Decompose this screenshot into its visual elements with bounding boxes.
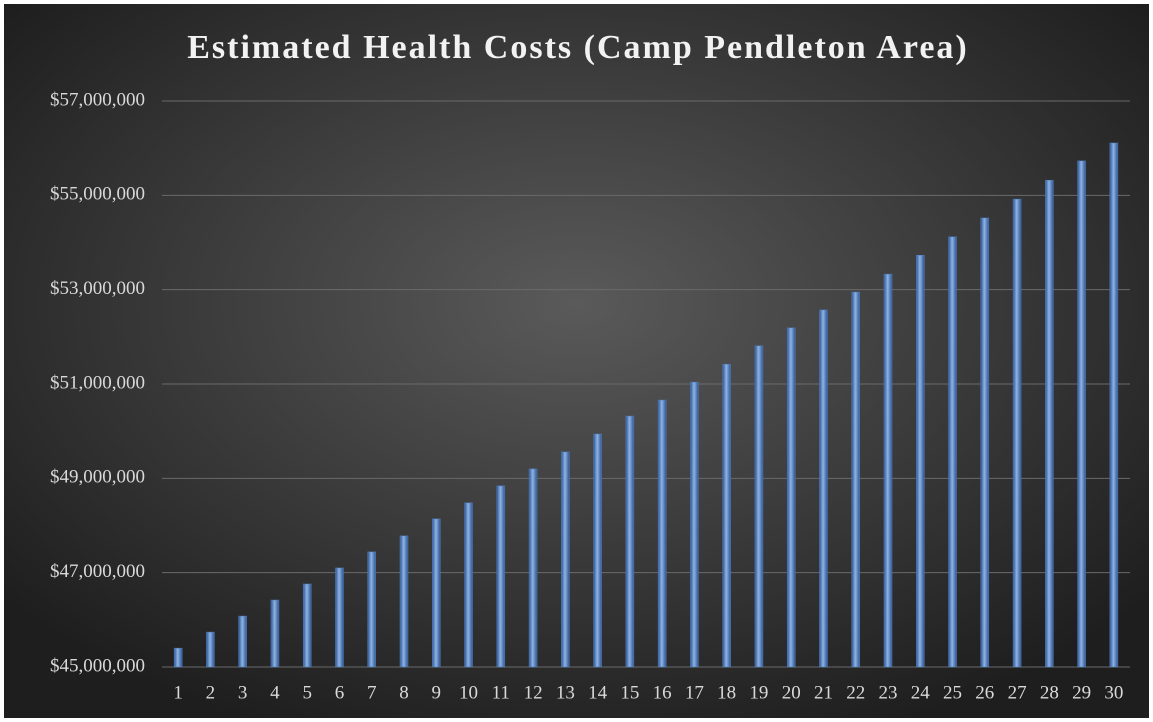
bar xyxy=(1045,179,1054,668)
y-tick-label: $49,000,000 xyxy=(50,467,145,488)
bar xyxy=(980,217,990,668)
x-tick-label: 23 xyxy=(879,682,898,703)
x-tick-label: 2 xyxy=(206,682,216,703)
y-tick-label: $47,000,000 xyxy=(50,561,145,582)
y-tick-label: $53,000,000 xyxy=(50,278,145,299)
x-tick-label: 15 xyxy=(620,682,639,703)
x-tick-label: 3 xyxy=(238,682,248,703)
bar xyxy=(722,363,731,668)
bar xyxy=(367,551,376,668)
y-tick-label: $55,000,000 xyxy=(50,184,145,205)
bar xyxy=(593,433,602,668)
bar xyxy=(335,567,344,668)
bar xyxy=(786,327,796,668)
x-tick-label: 10 xyxy=(459,682,478,703)
bar xyxy=(916,254,925,668)
x-tick-label: 21 xyxy=(814,682,833,703)
x-tick-label: 14 xyxy=(588,682,608,703)
x-tick-label: 4 xyxy=(270,682,280,703)
x-tick-label: 19 xyxy=(749,682,768,703)
x-tick-label: 20 xyxy=(782,682,801,703)
x-tick-label: 25 xyxy=(943,682,962,703)
bar xyxy=(754,345,764,668)
x-tick-label: 11 xyxy=(492,682,510,703)
bar xyxy=(173,647,183,668)
x-tick-label: 26 xyxy=(975,682,994,703)
bar xyxy=(399,535,409,668)
bar xyxy=(851,291,860,668)
x-tick-label: 17 xyxy=(685,682,704,703)
bar xyxy=(1077,160,1086,668)
y-tick-label: $57,000,000 xyxy=(50,89,145,110)
x-tick-label: 28 xyxy=(1040,682,1059,703)
bar xyxy=(561,451,570,668)
bar xyxy=(206,631,215,668)
x-tick-label: 6 xyxy=(335,682,345,703)
x-tick-label: 5 xyxy=(302,682,312,703)
x-tick-label: 24 xyxy=(911,682,931,703)
x-tick-label: 29 xyxy=(1072,682,1091,703)
bar xyxy=(1012,198,1022,668)
bar xyxy=(690,381,699,668)
x-tick-label: 13 xyxy=(556,682,575,703)
bar xyxy=(883,273,893,668)
x-tick-label: 18 xyxy=(717,682,736,703)
bar xyxy=(625,415,635,668)
bar xyxy=(819,309,828,668)
background xyxy=(4,4,1149,718)
bar xyxy=(432,518,441,668)
x-tick-label: 7 xyxy=(367,682,377,703)
bar xyxy=(948,236,957,668)
y-tick-label: $45,000,000 xyxy=(50,655,145,676)
bar xyxy=(238,615,247,668)
bar xyxy=(270,599,280,668)
bar xyxy=(464,502,473,668)
bar xyxy=(657,399,667,668)
x-tick-label: 1 xyxy=(173,682,183,703)
x-tick-label: 22 xyxy=(846,682,865,703)
x-tick-label: 16 xyxy=(653,682,672,703)
bar xyxy=(1109,142,1119,668)
x-tick-label: 30 xyxy=(1104,682,1123,703)
bar xyxy=(302,583,312,668)
bar xyxy=(496,485,506,668)
x-tick-label: 27 xyxy=(1008,682,1027,703)
bar xyxy=(528,468,538,668)
x-tick-label: 9 xyxy=(432,682,442,703)
y-tick-label: $51,000,000 xyxy=(50,372,145,393)
x-tick-label: 12 xyxy=(524,682,543,703)
chart-title: Estimated Health Costs (Camp Pendleton A… xyxy=(187,29,969,66)
x-tick-label: 8 xyxy=(399,682,409,703)
